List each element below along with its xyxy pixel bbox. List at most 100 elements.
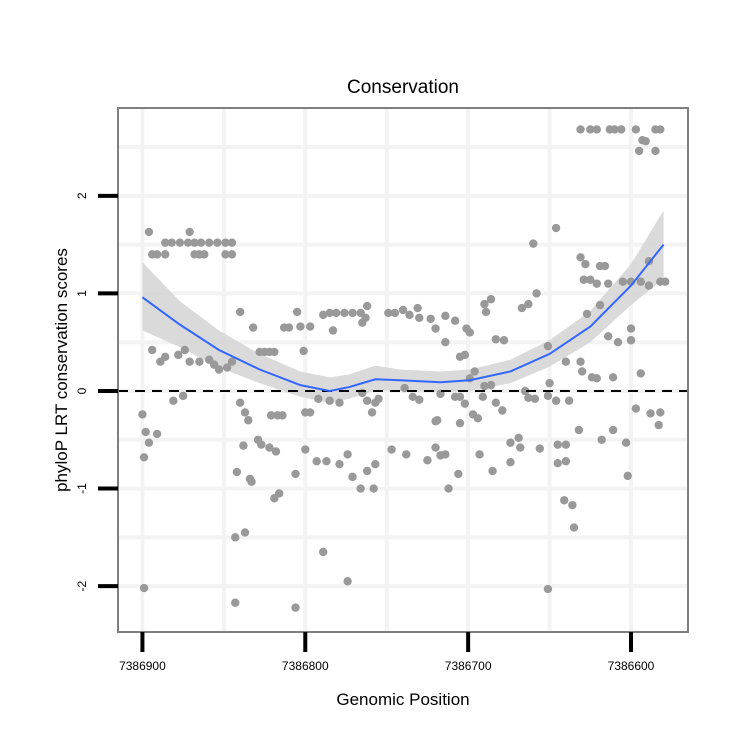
- data-point: [144, 438, 154, 447]
- data-point: [335, 398, 344, 407]
- data-point: [196, 238, 206, 247]
- data-point: [169, 396, 178, 405]
- data-point: [499, 336, 509, 345]
- data-point: [325, 308, 334, 318]
- x-tick-label: 7386800: [282, 659, 329, 673]
- data-point: [402, 450, 411, 459]
- data-point: [454, 469, 463, 479]
- data-point: [535, 444, 544, 453]
- data-point: [328, 326, 338, 335]
- data-point: [185, 357, 194, 366]
- data-point: [579, 275, 588, 284]
- data-point: [387, 445, 396, 454]
- data-point: [597, 435, 606, 444]
- data-point: [436, 451, 445, 460]
- data-point: [561, 440, 571, 449]
- data-point: [244, 416, 253, 425]
- data-point: [213, 238, 222, 247]
- data-point: [227, 357, 237, 366]
- y-tick-label: 0: [75, 387, 89, 394]
- data-point: [405, 310, 414, 320]
- data-point: [362, 466, 372, 476]
- data-point: [369, 484, 378, 493]
- chart-title: Conservation: [347, 77, 459, 98]
- data-point: [560, 496, 569, 505]
- data-point: [139, 453, 149, 462]
- data-point: [498, 406, 507, 415]
- data-point: [227, 238, 237, 247]
- data-point: [139, 583, 149, 593]
- data-point: [626, 336, 636, 345]
- data-point: [221, 238, 230, 247]
- data-point: [634, 146, 644, 156]
- confidence-band: [142, 210, 664, 403]
- data-point: [532, 289, 541, 298]
- data-point: [553, 458, 562, 468]
- data-point: [520, 386, 530, 396]
- data-point: [144, 227, 154, 237]
- data-point: [561, 457, 571, 466]
- data-point: [384, 308, 393, 318]
- x-tick-label: 7386600: [608, 659, 655, 673]
- data-point: [480, 299, 489, 309]
- data-point: [568, 500, 577, 510]
- data-point: [343, 577, 352, 586]
- data-point: [551, 223, 561, 233]
- data-point: [205, 238, 214, 247]
- data-point: [319, 547, 328, 557]
- data-point: [641, 136, 650, 146]
- data-point: [278, 411, 287, 420]
- data-point: [576, 125, 585, 134]
- data-point: [488, 466, 497, 476]
- data-point: [481, 307, 491, 317]
- x-tick-label: 7386700: [445, 659, 492, 673]
- data-point: [398, 305, 408, 315]
- y-axis-label: phyloP LRT conservation scores: [52, 248, 71, 492]
- data-point: [185, 227, 194, 237]
- data-point: [231, 598, 240, 607]
- data-point: [148, 345, 157, 355]
- data-point: [161, 352, 170, 362]
- data-point: [270, 347, 279, 357]
- data-point: [613, 337, 623, 347]
- y-tick-label: -2: [75, 580, 89, 591]
- data-point: [661, 277, 670, 286]
- data-point: [592, 125, 601, 134]
- data-point: [455, 418, 465, 428]
- data-point: [152, 250, 162, 259]
- data-point: [581, 259, 590, 269]
- data-point: [608, 425, 618, 435]
- data-point: [582, 309, 592, 319]
- data-point: [473, 414, 483, 423]
- data-point: [631, 404, 641, 413]
- data-point: [636, 369, 645, 378]
- data-point: [426, 314, 435, 323]
- data-point: [623, 471, 632, 481]
- data-point: [564, 396, 574, 405]
- data-point: [592, 374, 601, 383]
- data-point: [362, 396, 372, 405]
- data-point: [221, 250, 230, 259]
- data-point: [656, 125, 665, 134]
- data-point: [574, 425, 584, 435]
- data-point: [271, 447, 281, 456]
- data-point: [292, 307, 302, 317]
- data-point: [291, 469, 300, 479]
- data-point: [441, 311, 450, 321]
- data-point: [190, 238, 199, 247]
- data-point: [348, 308, 357, 318]
- x-tick-label: 7386900: [119, 659, 166, 673]
- data-point: [239, 441, 248, 450]
- data-point: [235, 307, 245, 317]
- data-point: [161, 238, 170, 247]
- data-point: [654, 420, 663, 430]
- data-point: [257, 440, 266, 449]
- data-point: [576, 253, 585, 262]
- data-point: [486, 380, 496, 390]
- data-point: [275, 489, 284, 498]
- data-point: [235, 398, 245, 407]
- data-point: [530, 394, 540, 403]
- data-point: [514, 433, 523, 443]
- data-point: [543, 584, 553, 594]
